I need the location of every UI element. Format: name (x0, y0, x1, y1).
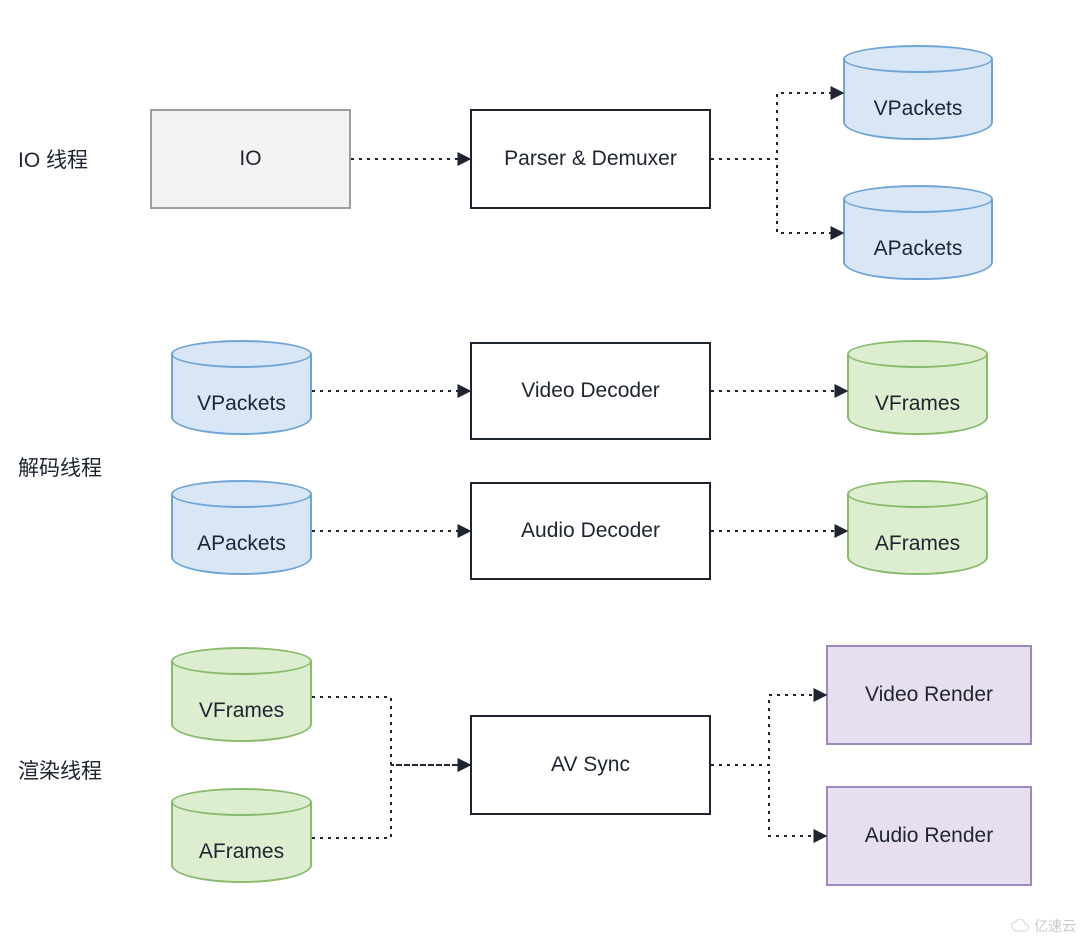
node-vpackets_top: VPackets (843, 45, 993, 140)
edge-parser_box-vpackets_top (711, 93, 843, 159)
edge-aframes_bot-av_sync (312, 765, 470, 838)
row-label-decode: 解码线程 (18, 452, 102, 482)
node-audio_render: Audio Render (826, 786, 1032, 886)
diagram-canvas: IO 线程 解码线程 渲染线程 IO Parser & Demuxer VPacke… (0, 0, 1084, 942)
edge-av_sync-video_render (711, 695, 826, 765)
edge-parser_box-apackets_top (711, 159, 843, 233)
row-label-io: IO 线程 (18, 144, 88, 174)
node-av_sync: AV Sync (470, 715, 711, 815)
row-label-render: 渲染线程 (18, 755, 102, 785)
node-vframes_mid: VFrames (847, 340, 988, 435)
node-aframes_bot: AFrames (171, 788, 312, 883)
node-parser_box: Parser & Demuxer (470, 109, 711, 209)
node-video_render: Video Render (826, 645, 1032, 745)
node-aframes_mid: AFrames (847, 480, 988, 575)
node-vpackets_mid: VPackets (171, 340, 312, 435)
node-vframes_bot: VFrames (171, 647, 312, 742)
node-apackets_mid: APackets (171, 480, 312, 575)
edge-vframes_bot-av_sync (312, 697, 470, 765)
node-io_box: IO (150, 109, 351, 209)
watermark-text: 亿速云 (1034, 916, 1076, 936)
edge-av_sync-audio_render (711, 765, 826, 836)
node-audio_decoder: Audio Decoder (470, 482, 711, 580)
watermark: 亿速云 (1010, 916, 1076, 936)
node-apackets_top: APackets (843, 185, 993, 280)
node-video_decoder: Video Decoder (470, 342, 711, 440)
